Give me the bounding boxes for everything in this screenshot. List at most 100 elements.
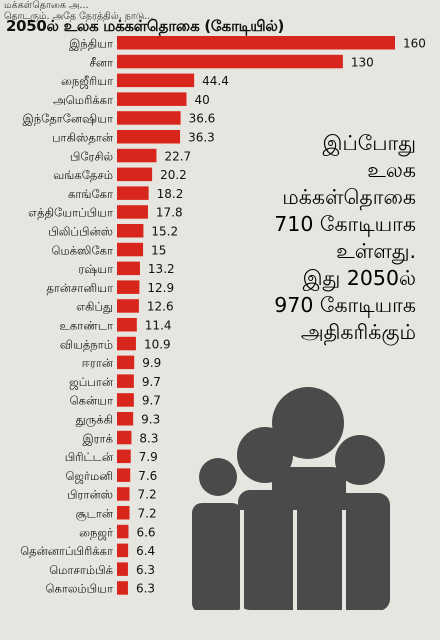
category-label: நைஜர் [79, 525, 114, 540]
bar [117, 318, 137, 332]
category-label: கொலம்பியா [46, 582, 114, 596]
bar [117, 148, 157, 163]
value-label: 7.9 [139, 450, 158, 464]
value-label: 9.9 [142, 356, 161, 370]
person-head-left [199, 458, 237, 496]
annotation-line: இது 2050ல் [302, 266, 416, 290]
value-label: 22.7 [164, 149, 191, 163]
category-label: இந்தோனேஷியா [23, 112, 114, 127]
person-body-right [330, 493, 390, 610]
category-label: எத்தியோப்பியா [28, 206, 114, 220]
value-label: 8.3 [139, 431, 158, 445]
bar [117, 261, 140, 276]
bar [117, 487, 130, 501]
category-label: மெக்ஸிகோ [52, 243, 114, 257]
category-label: ஜெர்மனி [65, 469, 113, 484]
bar [117, 299, 139, 313]
value-label: 11.4 [145, 319, 172, 333]
category-label: வங்கதேசம் [53, 168, 113, 182]
category-label: ஜப்பான் [69, 375, 114, 390]
value-label: 36.3 [188, 131, 215, 145]
value-label: 15 [151, 243, 166, 257]
annotation-line: உள்ளது. [336, 239, 416, 263]
bar [117, 36, 395, 50]
annotation-line: 710 கோடியாக [274, 212, 416, 236]
bar [117, 73, 195, 88]
bar [117, 355, 135, 370]
bar [117, 280, 140, 294]
person-head-right [335, 435, 385, 485]
category-label: காங்கோ [68, 187, 114, 201]
people-silhouette-graphic [192, 387, 390, 610]
category-label: நைஜீரியா [61, 74, 114, 89]
value-label: 9.7 [142, 394, 161, 408]
value-label: 6.6 [136, 525, 155, 539]
value-label: 160 [403, 37, 426, 51]
bar [117, 224, 144, 238]
bar [117, 449, 131, 464]
chart-title: 2050ல் உலக மக்கள்தொகை (கோடியில்) [6, 17, 285, 35]
category-label: பிரேசில் [70, 149, 114, 163]
category-label: மொசாம்பிக் [49, 563, 113, 577]
value-label: 44.4 [202, 74, 229, 88]
value-label: 15.2 [151, 225, 178, 239]
value-label: 17.8 [156, 206, 183, 220]
bar [117, 186, 149, 200]
top-text-line-1: மக்கள்தொகை அ... [4, 0, 89, 11]
bar [117, 242, 144, 257]
value-label: 6.3 [136, 563, 155, 577]
value-label: 7.2 [138, 488, 157, 502]
bar [117, 430, 132, 445]
person-body-left [192, 503, 242, 610]
value-label: 20.2 [160, 168, 187, 182]
annotation-line: இப்போது [322, 131, 417, 155]
value-label: 130 [351, 55, 374, 69]
category-label: பாகிஸ்தான் [52, 131, 114, 145]
category-label: இந்தியா [69, 37, 114, 52]
category-label: எகிப்து [76, 300, 113, 315]
person-body-center [272, 467, 346, 610]
category-label: பிரான்ஸ் [67, 488, 114, 502]
bar [117, 205, 148, 219]
top-text-line-2: தொடரும். அதே நேரத்தில், நாடு... [4, 11, 154, 22]
value-label: 9.3 [141, 413, 160, 427]
person-head-center [272, 387, 344, 459]
category-label: தான்சானியா [46, 281, 114, 295]
value-label: 40 [195, 93, 210, 107]
value-label: 12.6 [147, 300, 174, 314]
bar [117, 581, 128, 595]
bar [117, 130, 181, 144]
category-label: துருக்கி [76, 413, 113, 428]
bar [117, 412, 134, 426]
category-label: சீனா [89, 55, 114, 69]
value-label: 12.9 [147, 281, 174, 295]
category-label: கென்யா [70, 394, 114, 408]
category-label: சூடான் [76, 507, 114, 522]
annotation-line: மக்கள்தொகை [282, 185, 416, 209]
population-annotation: இப்போது உலக மக்கள்தொகை 710 கோடியாக உள்ளத… [240, 130, 416, 346]
bar [117, 393, 134, 407]
category-label: ரஷ்யா [78, 262, 114, 276]
bar [117, 167, 153, 182]
value-label: 9.7 [142, 375, 161, 389]
value-label: 18.2 [157, 187, 184, 201]
category-label: வியத்நாம் [60, 337, 113, 351]
category-label: பிரிட்டன் [65, 450, 114, 464]
value-label: 10.9 [144, 337, 171, 351]
value-label: 36.6 [189, 112, 216, 126]
bar [117, 336, 136, 351]
top-paragraph-fragment: மக்கள்தொகை அ... தொடரும். அதே நேரத்தில், … [4, 0, 440, 22]
bar [117, 562, 128, 576]
category-label: இராக் [83, 431, 114, 446]
bar [117, 524, 129, 539]
bar [117, 374, 134, 388]
annotation-line: 970 கோடியாக [274, 293, 416, 317]
category-label: உகாண்டா [59, 319, 114, 333]
category-label: தென்னாப்பிரிக்கா [20, 544, 114, 558]
value-label: 7.2 [138, 507, 157, 521]
bar [117, 468, 131, 482]
annotation-line: உலக [367, 158, 416, 182]
bar [117, 543, 129, 558]
value-label: 13.2 [148, 262, 175, 276]
